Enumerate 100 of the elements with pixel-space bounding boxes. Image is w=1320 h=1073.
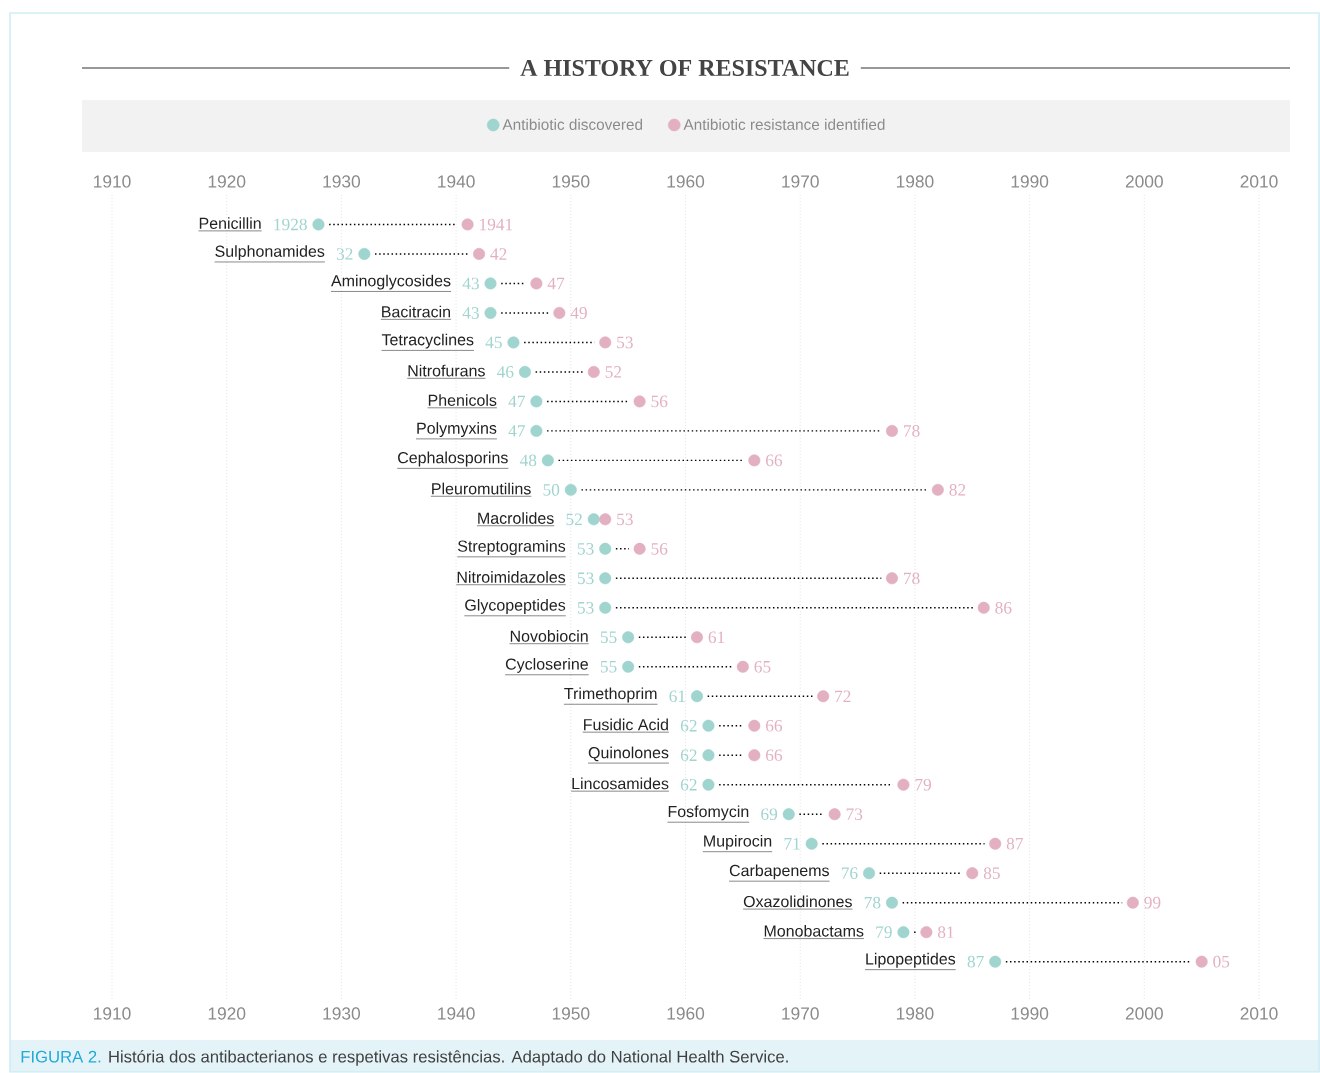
data-label: 50 — [543, 484, 560, 496]
point — [748, 719, 761, 732]
y-tick-label: Sulphonamides — [215, 245, 325, 261]
point — [599, 572, 612, 585]
x2-tick-label: 1990 — [1011, 1007, 1049, 1020]
data-label: 78 — [904, 425, 920, 437]
legend-label: Antibiotic discovered — [502, 118, 643, 131]
data-label: 52 — [605, 366, 622, 378]
point — [702, 749, 715, 762]
point — [748, 749, 761, 762]
data-label: 65 — [754, 661, 771, 673]
point — [782, 808, 795, 821]
data-label: 56 — [651, 395, 668, 408]
data-label: 69 — [761, 808, 778, 821]
y-tick-label: Trimethoprim — [564, 687, 657, 703]
data-label: 82 — [949, 484, 966, 496]
y-tick-label: Glycopeptides — [465, 599, 566, 615]
point — [587, 366, 600, 379]
text: História dos antibacterianos e respetivas resistências. Adaptado do National Health Service. — [109, 1050, 788, 1066]
data-label: 61 — [669, 690, 686, 703]
data-label: 76 — [841, 867, 858, 880]
x-tick-label: 1960 — [667, 175, 705, 188]
legend-label: Antibiotic resistance identified — [683, 118, 885, 131]
point — [599, 336, 612, 349]
data-label: 87 — [1006, 837, 1023, 850]
x-tick-label: 1910 — [94, 175, 131, 188]
point — [736, 660, 749, 673]
data-label: 53 — [577, 572, 594, 585]
x2-tick-label: 1920 — [208, 1007, 246, 1020]
data-label: 62 — [680, 779, 697, 791]
y-tick-label: Monobactams — [764, 925, 864, 937]
data-label: 32 — [336, 248, 353, 260]
point — [805, 837, 818, 850]
data-label: 53 — [577, 543, 594, 555]
data-label: 43 — [462, 277, 479, 290]
x2-tick-label: 1970 — [782, 1007, 819, 1020]
x-tick-label: 1950 — [552, 175, 590, 188]
point — [599, 601, 612, 614]
point — [484, 307, 497, 320]
data-label: 78 — [904, 572, 920, 585]
x2-tick-label: 1910 — [94, 1007, 131, 1020]
y-tick-label: Carbapenems — [729, 864, 829, 880]
point — [885, 572, 898, 585]
chart-title: A HISTORY OF RESISTANCE — [520, 60, 849, 77]
x-tick-label: 2000 — [1125, 175, 1163, 188]
y-tick-label: Polymyxins — [417, 422, 497, 438]
y-tick-label: Lincosamides — [572, 777, 669, 790]
x2-tick-label: 2010 — [1240, 1007, 1278, 1020]
x2-tick-label: 1930 — [323, 1007, 361, 1020]
data-label: 61 — [708, 631, 725, 644]
data-label: 05 — [1213, 955, 1230, 968]
point — [989, 837, 1002, 850]
point — [885, 425, 898, 437]
point — [530, 425, 543, 437]
x-tick-label: 1990 — [1011, 175, 1049, 188]
data-label: 62 — [680, 720, 697, 732]
data-label: 55 — [600, 661, 617, 673]
y-tick-label: Streptogramins — [457, 540, 566, 556]
data-label: 53 — [617, 513, 633, 526]
x-tick-label: 1920 — [208, 175, 246, 188]
data-label: 73 — [846, 808, 863, 821]
point — [885, 896, 898, 909]
point — [530, 277, 543, 290]
data-label: 66 — [766, 454, 783, 467]
point — [599, 542, 612, 555]
point — [541, 454, 554, 467]
point — [473, 248, 486, 261]
data-label: 79 — [915, 779, 931, 791]
point — [633, 542, 646, 555]
y-tick-label: Bacitracin — [382, 305, 451, 318]
y-tick-label: Nitroimidazoles — [457, 571, 566, 583]
text: FIGURA 2. — [21, 1050, 101, 1063]
data-label: 78 — [864, 896, 881, 909]
data-label: 43 — [462, 307, 479, 319]
point — [748, 454, 761, 467]
point — [312, 218, 325, 231]
y-tick-label: Tetracyclines — [381, 333, 474, 349]
data-label: 46 — [497, 366, 514, 378]
y-tick-label: Pleuromutilins — [432, 482, 531, 495]
y-tick-label: Fusidic Acid — [584, 718, 668, 731]
data-label: 72 — [835, 690, 851, 703]
y-tick-label: Fosfomycin — [668, 805, 749, 821]
data-label: 1941 — [480, 218, 513, 231]
point — [507, 336, 520, 349]
point — [702, 719, 715, 732]
data-label: 85 — [983, 867, 1000, 880]
x2-tick-label: 2000 — [1125, 1007, 1163, 1020]
data-label: 62 — [680, 749, 697, 762]
data-label: 81 — [937, 926, 954, 939]
data-label: 66 — [766, 720, 783, 732]
x2-tick-label: 1980 — [896, 1007, 934, 1020]
x2-tick-label: 1950 — [552, 1007, 590, 1020]
point — [690, 690, 703, 703]
y-tick-label: Cephalosporins — [398, 451, 508, 467]
data-label: 71 — [784, 838, 800, 850]
x-tick-label: 1980 — [896, 175, 934, 188]
y-tick-label: Cycloserine — [505, 658, 588, 674]
data-label: 66 — [766, 749, 783, 762]
data-label: 1928 — [274, 218, 307, 231]
y-tick-label: Lipopeptides — [866, 952, 956, 968]
